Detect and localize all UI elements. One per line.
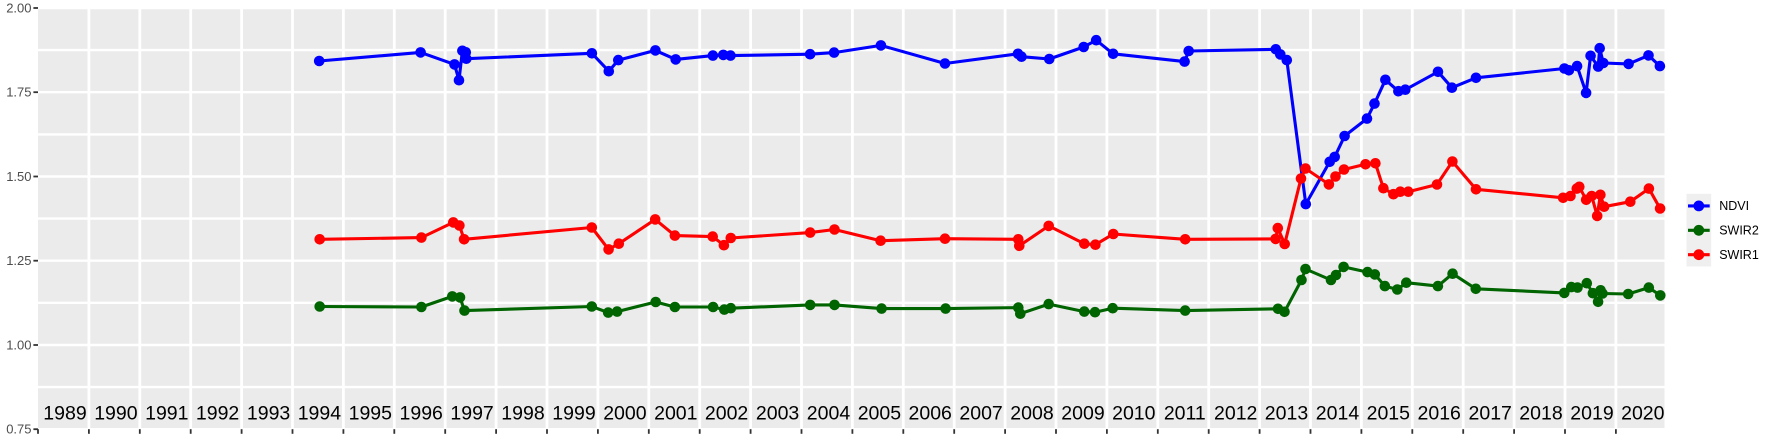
- svg-text:1992: 1992: [196, 403, 239, 425]
- svg-text:2008: 2008: [1010, 403, 1053, 425]
- svg-text:1998: 1998: [501, 403, 544, 425]
- svg-text:1999: 1999: [552, 403, 595, 425]
- svg-text:2017: 2017: [1469, 403, 1512, 425]
- svg-text:SWIR2: SWIR2: [1719, 224, 1759, 238]
- svg-text:2001: 2001: [654, 403, 697, 425]
- svg-text:1993: 1993: [247, 403, 290, 425]
- svg-text:2015: 2015: [1367, 403, 1411, 425]
- svg-text:1994: 1994: [298, 403, 342, 425]
- svg-text:2003: 2003: [756, 403, 799, 425]
- svg-text:2014: 2014: [1316, 403, 1360, 425]
- svg-text:2018: 2018: [1519, 403, 1562, 425]
- svg-text:0.75: 0.75: [6, 422, 31, 437]
- svg-text:2005: 2005: [858, 403, 902, 425]
- svg-text:2016: 2016: [1418, 403, 1461, 425]
- svg-text:2.00: 2.00: [6, 0, 31, 15]
- svg-text:2002: 2002: [705, 403, 748, 425]
- svg-text:2004: 2004: [807, 403, 851, 425]
- svg-text:2006: 2006: [909, 403, 952, 425]
- svg-text:2013: 2013: [1265, 403, 1308, 425]
- svg-text:1.50: 1.50: [6, 169, 31, 184]
- svg-text:2007: 2007: [959, 403, 1002, 425]
- svg-text:1.75: 1.75: [6, 85, 31, 100]
- svg-text:2010: 2010: [1112, 403, 1156, 425]
- svg-text:2020: 2020: [1621, 403, 1665, 425]
- svg-text:1997: 1997: [450, 403, 493, 425]
- svg-text:1995: 1995: [349, 403, 393, 425]
- svg-text:2009: 2009: [1061, 403, 1104, 425]
- svg-text:2012: 2012: [1214, 403, 1257, 425]
- svg-text:1996: 1996: [400, 403, 443, 425]
- svg-text:1.00: 1.00: [6, 337, 31, 352]
- svg-text:1991: 1991: [145, 403, 188, 425]
- svg-text:2019: 2019: [1570, 403, 1613, 425]
- svg-text:1990: 1990: [94, 403, 138, 425]
- svg-text:2000: 2000: [603, 403, 647, 425]
- svg-text:SWIR1: SWIR1: [1719, 248, 1759, 262]
- svg-text:NDVI: NDVI: [1719, 199, 1749, 213]
- svg-text:1.25: 1.25: [6, 253, 31, 268]
- svg-text:1989: 1989: [43, 403, 86, 425]
- svg-text:2011: 2011: [1164, 403, 1206, 425]
